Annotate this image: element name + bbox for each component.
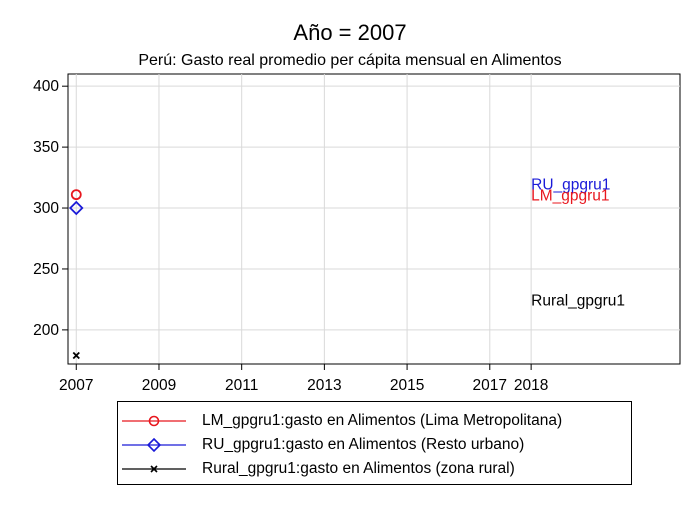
legend-label-lm: LM_gpgru1:gasto en Alimentos (Lima Metro…: [202, 412, 563, 429]
x-tick-label: 2007: [59, 377, 93, 394]
x-tick-label: 2015: [390, 377, 424, 394]
legend-label-rural: Rural_gpgru1:gasto en Alimentos (zona ru…: [202, 460, 515, 477]
y-tick-label: 400: [33, 78, 59, 95]
y-tick-label: 200: [33, 322, 59, 339]
legend-item-rural: Rural_gpgru1:gasto en Alimentos (zona ru…: [118, 457, 631, 481]
legend-key-rural: [122, 465, 186, 473]
y-tick-label: 350: [33, 139, 59, 156]
y-tick-label: 300: [33, 200, 59, 217]
y-tick-label: 250: [33, 261, 59, 278]
data-point-ru: [68, 200, 84, 216]
legend-item-lm: LM_gpgru1:gasto en Alimentos (Lima Metro…: [118, 409, 631, 433]
data-point-lm: [70, 189, 82, 201]
series-label: LM_gpgru1: [531, 188, 609, 205]
data-point-rural: [72, 351, 80, 360]
chart-subtitle: Perú: Gasto real promedio per cápita men…: [138, 52, 562, 69]
series-label: RU_gpgru1: [531, 177, 610, 194]
legend-item-ru: RU_gpgru1:gasto en Alimentos (Resto urba…: [118, 433, 631, 457]
x-tick-label: 2009: [142, 377, 176, 394]
legend-key-ru: [122, 437, 186, 453]
chart-title: Año = 2007: [293, 20, 407, 45]
plot-area: [67, 73, 681, 365]
legend-label-ru: RU_gpgru1:gasto en Alimentos (Resto urba…: [202, 436, 525, 453]
x-tick-label: 2018: [514, 377, 548, 394]
x-tick-label: 2017: [473, 377, 507, 394]
legend: LM_gpgru1:gasto en Alimentos (Lima Metro…: [117, 401, 632, 485]
x-tick-label: 2011: [225, 377, 258, 394]
x-tick-label: 2013: [307, 377, 341, 394]
series-label: Rural_gpgru1: [531, 292, 625, 309]
legend-key-lm: [122, 415, 186, 427]
